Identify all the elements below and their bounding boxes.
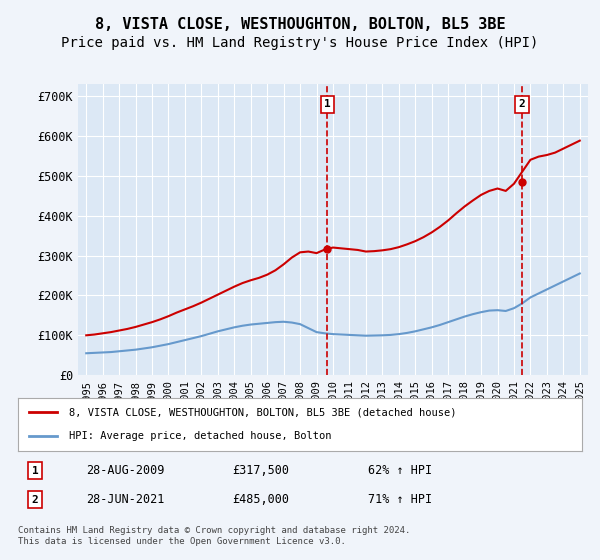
Text: 2: 2 <box>32 494 38 505</box>
Text: Price paid vs. HM Land Registry's House Price Index (HPI): Price paid vs. HM Land Registry's House … <box>61 36 539 50</box>
Text: 1: 1 <box>32 465 38 475</box>
Text: £485,000: £485,000 <box>232 493 289 506</box>
Text: Contains HM Land Registry data © Crown copyright and database right 2024.
This d: Contains HM Land Registry data © Crown c… <box>18 526 410 546</box>
Text: HPI: Average price, detached house, Bolton: HPI: Average price, detached house, Bolt… <box>69 431 331 441</box>
Text: 62% ↑ HPI: 62% ↑ HPI <box>368 464 432 477</box>
Text: £317,500: £317,500 <box>232 464 289 477</box>
Text: 2: 2 <box>518 99 525 109</box>
Text: 28-AUG-2009: 28-AUG-2009 <box>86 464 164 477</box>
Text: 8, VISTA CLOSE, WESTHOUGHTON, BOLTON, BL5 3BE (detached house): 8, VISTA CLOSE, WESTHOUGHTON, BOLTON, BL… <box>69 408 456 418</box>
Text: 71% ↑ HPI: 71% ↑ HPI <box>368 493 432 506</box>
Text: 8, VISTA CLOSE, WESTHOUGHTON, BOLTON, BL5 3BE: 8, VISTA CLOSE, WESTHOUGHTON, BOLTON, BL… <box>95 17 505 32</box>
Text: 28-JUN-2021: 28-JUN-2021 <box>86 493 164 506</box>
Text: 1: 1 <box>324 99 331 109</box>
